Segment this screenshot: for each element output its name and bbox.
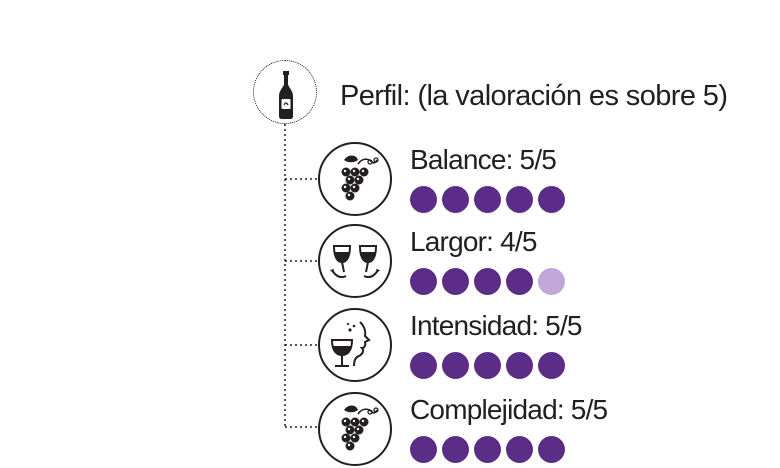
bottle-icon: [253, 60, 317, 124]
rating-dot-filled: [538, 436, 565, 463]
rating-dot-filled: [474, 436, 501, 463]
rating-dot-filled: [410, 268, 437, 295]
rating-dot-empty: [538, 268, 565, 295]
rating-row-intensidad: Intensidad: 5/5: [318, 308, 758, 382]
rating-row-largor: Largor: 4/5: [318, 224, 758, 298]
rating-row-balance: Balance: 5/5: [318, 142, 758, 216]
rating-dot-filled: [442, 186, 469, 213]
rating-dot-filled: [474, 268, 501, 295]
rating-dots: [410, 186, 565, 213]
rating-dot-filled: [506, 268, 533, 295]
rating-dot-filled: [506, 436, 533, 463]
wine-glasses-icon: [318, 224, 392, 298]
rating-dot-filled: [442, 436, 469, 463]
rating-dot-filled: [410, 352, 437, 379]
rating-dot-filled: [506, 186, 533, 213]
profile-title: Perfil: (la valoración es sobre 5): [340, 80, 728, 112]
rating-dot-filled: [538, 186, 565, 213]
rating-label: Complejidad: 5/5: [410, 394, 608, 425]
rating-row-complejidad: Complejidad: 5/5: [318, 392, 758, 466]
rating-dot-filled: [506, 352, 533, 379]
rating-dots: [410, 268, 565, 295]
rating-dots: [410, 352, 565, 379]
grapes-icon: [318, 142, 392, 216]
rating-dot-filled: [410, 436, 437, 463]
rating-dot-filled: [442, 352, 469, 379]
rating-label: Balance: 5/5: [410, 144, 557, 175]
rating-dot-filled: [538, 352, 565, 379]
rating-label: Intensidad: 5/5: [410, 310, 583, 341]
rating-dot-filled: [442, 268, 469, 295]
rating-dot-filled: [474, 186, 501, 213]
wine-tasting-icon: [318, 308, 392, 382]
rating-dot-filled: [410, 186, 437, 213]
rating-dots: [410, 436, 565, 463]
rating-dot-filled: [474, 352, 501, 379]
grapes-icon: [318, 392, 392, 466]
rating-label: Largor: 4/5: [410, 226, 537, 257]
